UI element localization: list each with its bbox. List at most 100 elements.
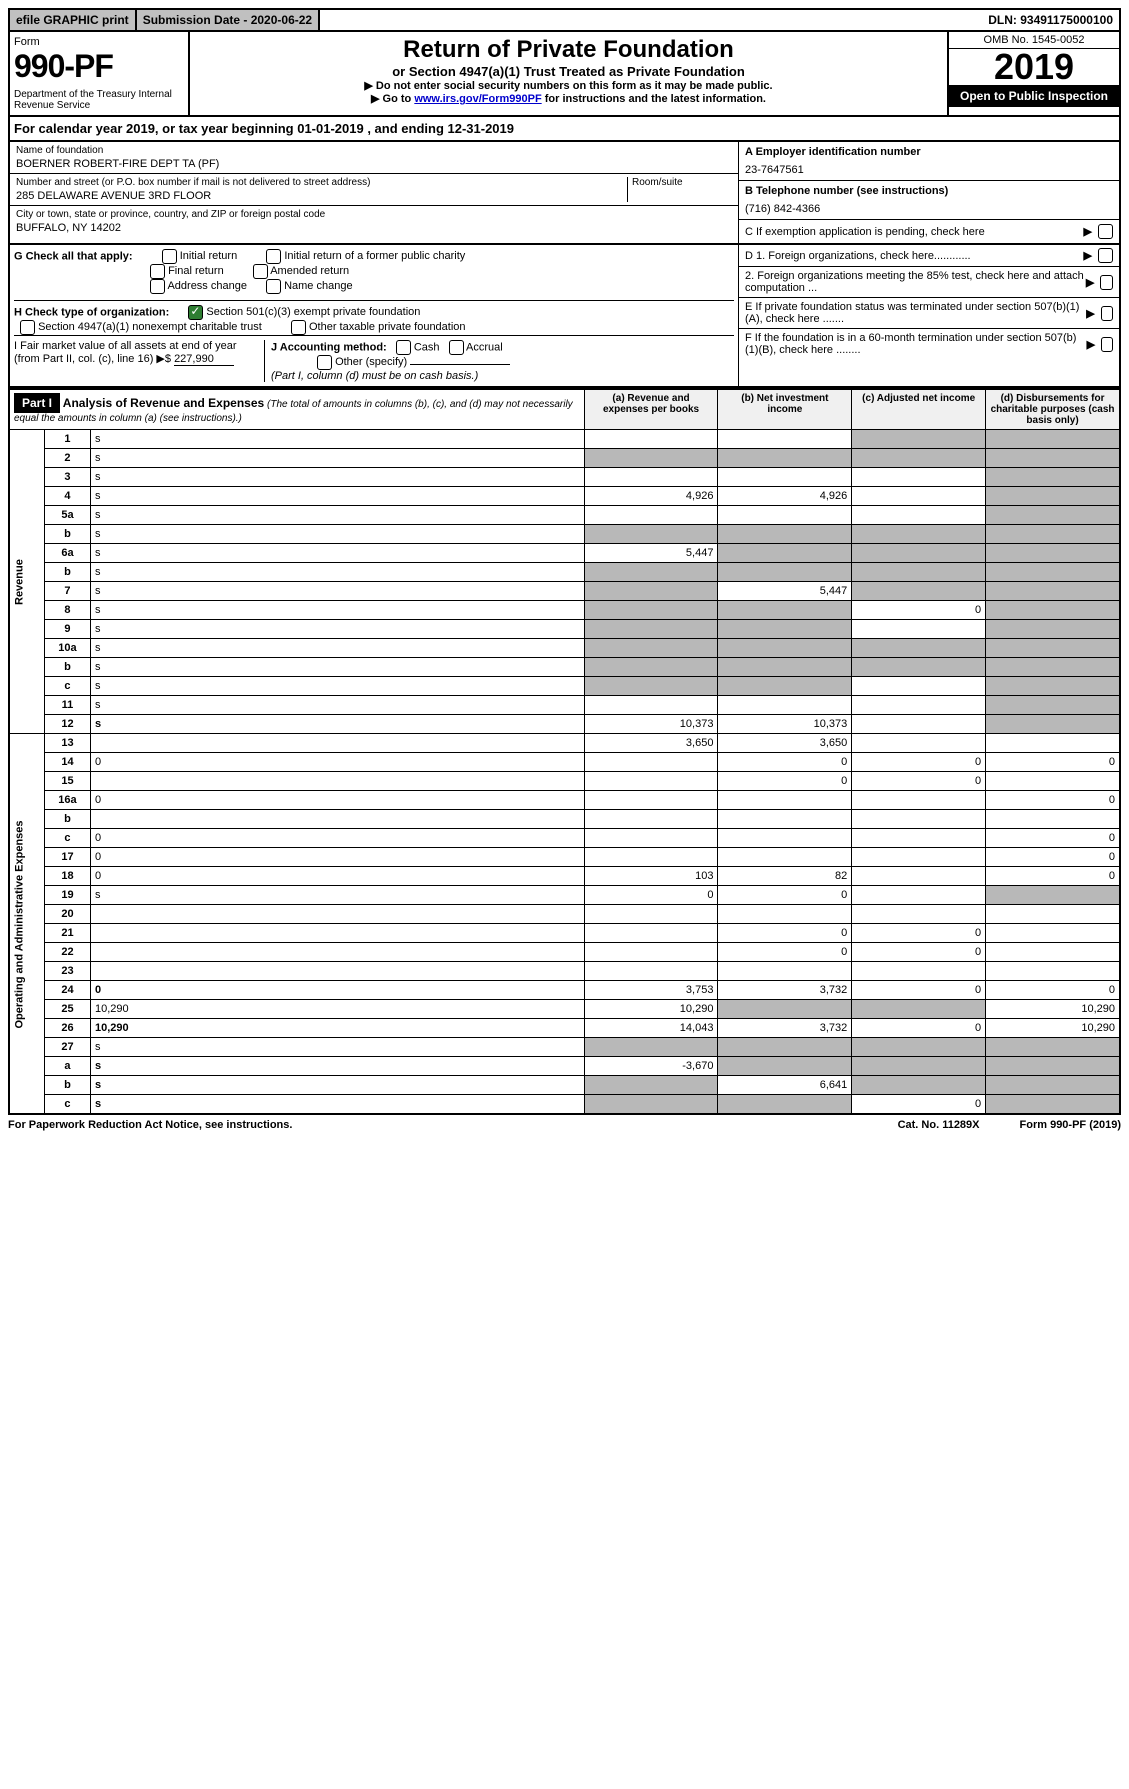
amount-cell — [852, 715, 986, 734]
table-row: 8s0 — [9, 601, 1120, 620]
table-row: bs — [9, 658, 1120, 677]
table-row: 16a00 — [9, 791, 1120, 810]
amount-cell: 0 — [986, 848, 1120, 867]
e-checkbox[interactable] — [1101, 306, 1113, 321]
amount-cell — [852, 791, 986, 810]
amount-cell: 10,290 — [986, 1000, 1120, 1019]
d2-checkbox[interactable] — [1100, 275, 1113, 290]
line-number: 3 — [44, 468, 90, 487]
amount-cell — [852, 620, 986, 639]
part1-table: Part I Analysis of Revenue and Expenses … — [8, 388, 1121, 1115]
j-note: (Part I, column (d) must be on cash basi… — [271, 370, 478, 382]
table-row: cs0 — [9, 1095, 1120, 1115]
amount-cell — [584, 772, 718, 791]
amount-cell: 10,290 — [584, 1000, 718, 1019]
line-number: 5a — [44, 506, 90, 525]
line-number: 13 — [44, 734, 90, 753]
line-number: b — [44, 658, 90, 677]
room-label: Room/suite — [627, 177, 732, 202]
line-description — [91, 734, 585, 753]
catalog-number: Cat. No. 11289X — [898, 1119, 980, 1131]
amount-cell — [986, 658, 1120, 677]
amount-cell: 0 — [852, 601, 986, 620]
other-method-checkbox[interactable] — [317, 355, 332, 370]
amount-cell — [718, 525, 852, 544]
table-row: 2610,29014,0433,732010,290 — [9, 1019, 1120, 1038]
table-row: c00 — [9, 829, 1120, 848]
table-row: 27s — [9, 1038, 1120, 1057]
amount-cell — [718, 601, 852, 620]
amount-cell: 5,447 — [718, 582, 852, 601]
line-number: 25 — [44, 1000, 90, 1019]
amount-cell — [852, 734, 986, 753]
amount-cell — [584, 449, 718, 468]
amount-cell — [986, 810, 1120, 829]
form990pf-link[interactable]: www.irs.gov/Form990PF — [414, 93, 541, 105]
line-number: c — [44, 829, 90, 848]
amount-cell: 0 — [718, 943, 852, 962]
form-subtitle: or Section 4947(a)(1) Trust Treated as P… — [194, 64, 943, 79]
amount-cell: 0 — [852, 1019, 986, 1038]
table-row: b — [9, 810, 1120, 829]
table-row: 4s4,9264,926 — [9, 487, 1120, 506]
amount-cell — [986, 772, 1120, 791]
amount-cell: 6,641 — [718, 1076, 852, 1095]
amount-cell: 0 — [852, 924, 986, 943]
amount-cell — [584, 943, 718, 962]
open-public-badge: Open to Public Inspection — [949, 85, 1119, 107]
amount-cell — [718, 658, 852, 677]
amount-cell — [986, 639, 1120, 658]
amount-cell — [718, 639, 852, 658]
final-return-checkbox[interactable] — [150, 264, 165, 279]
amount-cell — [718, 810, 852, 829]
f-checkbox[interactable] — [1101, 337, 1113, 352]
line-description: s — [91, 639, 585, 658]
other-taxable-checkbox[interactable] — [291, 320, 306, 335]
f-label: F If the foundation is in a 60-month ter… — [745, 332, 1087, 356]
amount-cell — [852, 829, 986, 848]
amount-cell — [986, 430, 1120, 449]
line-number: 4 — [44, 487, 90, 506]
amount-cell — [986, 525, 1120, 544]
d1-checkbox[interactable] — [1098, 248, 1113, 263]
submission-date: Submission Date - 2020-06-22 — [137, 10, 320, 30]
cash-checkbox[interactable] — [396, 340, 411, 355]
table-row: 6as5,447 — [9, 544, 1120, 563]
amount-cell: 14,043 — [584, 1019, 718, 1038]
form-label: Form — [14, 36, 184, 48]
amount-cell — [986, 620, 1120, 639]
4947a1-checkbox[interactable] — [20, 320, 35, 335]
entity-block: Name of foundation BOERNER ROBERT-FIRE D… — [8, 142, 1121, 245]
amount-cell — [584, 620, 718, 639]
line-description: s — [91, 1057, 585, 1076]
efile-button[interactable]: efile GRAPHIC print — [10, 10, 137, 30]
amount-cell — [584, 563, 718, 582]
table-row: 11s — [9, 696, 1120, 715]
form-number: 990-PF — [14, 48, 184, 85]
501c3-checkbox[interactable] — [188, 305, 203, 320]
amount-cell — [852, 582, 986, 601]
amount-cell — [584, 525, 718, 544]
amount-cell — [852, 886, 986, 905]
amount-cell: 10,290 — [986, 1019, 1120, 1038]
amended-return-checkbox[interactable] — [253, 264, 268, 279]
amount-cell — [584, 677, 718, 696]
line-number: c — [44, 1095, 90, 1115]
line-description: s — [91, 487, 585, 506]
revenue-section-label: Revenue — [9, 430, 44, 734]
table-row: 12s10,37310,373 — [9, 715, 1120, 734]
amount-cell: 0 — [852, 772, 986, 791]
amount-cell — [584, 962, 718, 981]
line-number: 15 — [44, 772, 90, 791]
amount-cell — [986, 506, 1120, 525]
table-row: bs — [9, 525, 1120, 544]
dln: DLN: 93491175000100 — [982, 10, 1119, 30]
exemption-pending-checkbox[interactable] — [1098, 224, 1113, 239]
address-change-checkbox[interactable] — [150, 279, 165, 294]
accrual-checkbox[interactable] — [449, 340, 464, 355]
name-change-checkbox[interactable] — [266, 279, 281, 294]
initial-return-checkbox[interactable] — [162, 249, 177, 264]
initial-return-former-checkbox[interactable] — [266, 249, 281, 264]
amount-cell: 0 — [986, 981, 1120, 1000]
amount-cell — [584, 924, 718, 943]
